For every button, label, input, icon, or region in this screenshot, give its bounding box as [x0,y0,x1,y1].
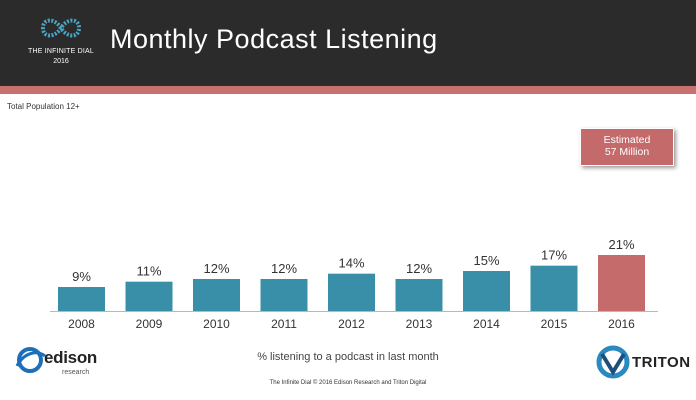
data-label-2013: 12% [406,261,432,276]
estimate-callout: Estimated 57 Million [580,128,674,166]
header-divider [0,86,696,94]
copyright-footer: The Infinite Dial © 2016 Edison Research… [269,380,427,386]
edison-wordmark: edison [44,348,97,367]
data-label-2011: 12% [271,261,297,276]
bar-2009 [125,281,173,311]
data-label-2014: 15% [473,253,499,268]
chart-caption: % listening to a podcast in last month [257,351,439,363]
tick-label-2016: 2016 [608,317,635,331]
infinite-dial-logo: THE INFINITE DIAL 2016 [20,12,102,76]
data-label-2016: 21% [608,237,634,252]
triton-logo: TRITON [596,345,690,381]
tick-label-2011: 2011 [271,317,297,331]
data-label-2009: 11% [136,264,161,279]
edison-e-icon [15,347,46,373]
bar-2015 [530,265,578,311]
data-label-2015: 17% [541,248,567,263]
tick-label-2014: 2014 [473,317,500,331]
logo-year: 2016 [53,58,69,65]
bar-2014 [463,271,510,311]
page-title: Monthly Podcast Listening [110,24,438,54]
triton-emblem-icon [596,345,630,379]
triton-wordmark: TRITON [632,354,691,371]
bar-2011 [260,279,308,311]
edison-subtitle: research [62,369,90,376]
bar-2010 [193,279,240,311]
data-label-2010: 12% [203,261,229,276]
data-label-2008: 9% [72,269,91,284]
bar-2012 [328,273,375,311]
tick-label-2009: 2009 [136,317,163,331]
tick-label-2010: 2010 [203,317,230,331]
tick-label-2012: 2012 [338,317,365,331]
bar-chart: 9% 2008 11% 2009 12% 2010 12% 2011 14% 2012 12% 201… [50,237,658,331]
infinity-icon [40,18,82,38]
tick-label-2008: 2008 [68,317,95,331]
logo-caption: THE INFINITE DIAL [27,48,95,55]
bar-2016 [598,255,645,311]
bar-2013 [395,279,443,311]
header-bar: THE INFINITE DIAL 2016 Monthly Podcast L… [0,0,696,86]
population-label: Total Population 12+ [7,102,80,111]
callout-line-1: Estimated [603,134,651,146]
edison-research-logo: edison research [14,342,104,382]
bar-2008 [58,287,105,311]
callout-line-2: 57 Million [604,146,650,158]
tick-label-2015: 2015 [541,317,568,331]
data-label-2012: 14% [338,256,364,271]
tick-label-2013: 2013 [406,317,433,331]
